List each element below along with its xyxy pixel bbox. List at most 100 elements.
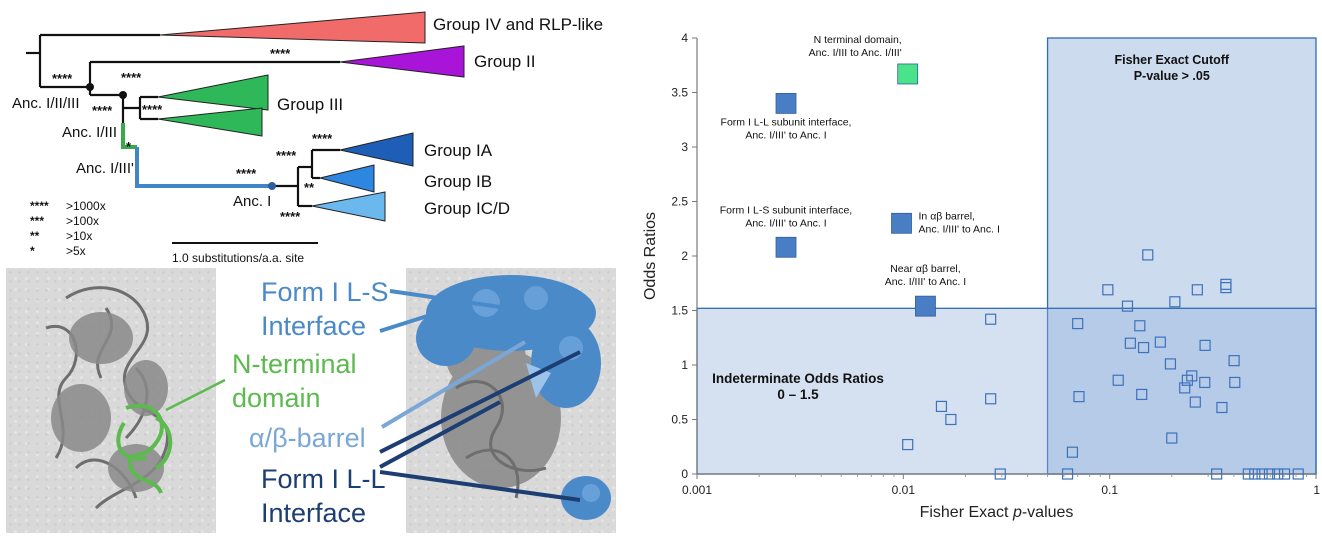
highlighted-point-label: Form I L-L subunit interface, (721, 116, 852, 128)
highlighted-point (775, 93, 797, 114)
data-point (1272, 468, 1284, 480)
label-line: Form I L-L (261, 464, 386, 494)
green-branch (121, 123, 137, 149)
label-n-terminal: N-terminal domain (232, 347, 357, 415)
region-title: Indeterminate Odds Ratios (712, 371, 884, 386)
data-point (1278, 468, 1291, 480)
region-subtitle: P-value > .05 (1134, 69, 1210, 83)
support-mark: **** (142, 102, 163, 117)
data-point (1136, 388, 1148, 401)
data-point (1211, 468, 1223, 480)
y-axis-label: Odds Ratios (642, 212, 659, 300)
x-tick-label: 1 (1313, 483, 1320, 497)
group-label: Group IV and RLP-like (433, 15, 603, 34)
y-tick-label: 2.5 (671, 195, 688, 209)
data-point (1179, 382, 1191, 394)
y-tick-label: 0 (681, 467, 688, 481)
clade-group-iii-upper (157, 74, 269, 111)
data-point (1242, 468, 1254, 480)
clade-group-iv (159, 11, 426, 44)
legend-text: >100x (66, 214, 99, 228)
data-point (1228, 355, 1240, 367)
highlighted-point (897, 63, 919, 85)
x-tick-label: 0.1 (1101, 483, 1118, 497)
structure-leader-lines (165, 289, 581, 502)
legend-stars: ** (30, 229, 40, 243)
structure-image-left (6, 268, 216, 533)
data-point (1169, 296, 1181, 308)
odds-ratio-scatter-chart: 0 0.5 1 1.5 2 2.5 3 3.5 4 0.001 0.01 0.1 1 Fisher Exa… (642, 31, 1320, 521)
data-point (985, 393, 997, 405)
support-mark: **** (92, 103, 113, 118)
region-fisher-cutoff (1046, 37, 1317, 475)
support-mark: **** (280, 209, 301, 224)
y-tick-label: 1.5 (671, 304, 688, 318)
node-anc-i-iii (119, 91, 127, 99)
data-point (1102, 284, 1114, 296)
clade-group-ii (339, 45, 465, 78)
label-line: Form I L-S (261, 277, 389, 307)
group-label: Group III (277, 95, 343, 114)
group-label: Group IC/D (424, 199, 510, 218)
x-tick-label: 0.001 (682, 483, 712, 497)
support-mark: **** (121, 70, 142, 85)
data-point (1121, 300, 1134, 312)
label-ab-barrel: α/β-barrel (249, 421, 366, 455)
data-point (1124, 337, 1136, 349)
scale-bar-label: 1.0 substitutions/a.a. site (172, 251, 304, 262)
support-mark: **** (312, 131, 333, 146)
support-mark: ** (304, 180, 315, 195)
protein-cartoon-left (45, 286, 173, 510)
region-title: Fisher Exact Cutoff (1114, 53, 1229, 67)
data-point (1229, 376, 1241, 389)
region-indeterminate-odds (696, 307, 1317, 475)
data-point (1164, 358, 1177, 370)
data-point (1189, 396, 1201, 408)
data-point (1061, 468, 1074, 480)
legend-text: >1000x (66, 199, 106, 213)
node-label: Anc. I (233, 193, 271, 210)
support-mark: **** (270, 46, 291, 61)
blue-branch (135, 147, 272, 188)
highlighted-point (775, 236, 797, 258)
data-point (1256, 468, 1268, 480)
structure-panels: Form I L-S Interface N-terminal domain α… (0, 262, 630, 535)
highlighted-point-label: In αβ barrel, (919, 210, 975, 222)
label-line: Interface (261, 498, 367, 528)
clade-group-ib (319, 164, 375, 193)
data-point (1191, 284, 1203, 296)
data-point (935, 400, 948, 413)
legend-stars: * (30, 244, 35, 258)
data-point (1072, 317, 1084, 330)
group-label: Group IB (424, 172, 492, 191)
node-label: Anc. I/III (62, 124, 117, 141)
highlighted-point-label: Form I L-S subunit interface, (720, 204, 852, 216)
y-tick-label: 0.5 (671, 413, 688, 427)
x-tick-label: 0.01 (892, 483, 916, 497)
support-mark: * (126, 139, 132, 154)
legend-text: >10x (66, 229, 92, 243)
y-tick-label: 2 (681, 249, 688, 263)
data-point (1199, 376, 1211, 389)
label-line: Interface (261, 311, 367, 341)
legend-stars: **** (30, 199, 49, 213)
data-point (1112, 374, 1124, 386)
legend-text: >5x (66, 244, 86, 258)
highlighted-point-label: Anc. I/III' to Anc. I (919, 223, 1000, 235)
data-point (1142, 249, 1154, 261)
data-point (1073, 391, 1085, 403)
highlighted-point-label: Anc. I/III' to Anc. I (885, 276, 966, 288)
highlighted-point-label: N terminal domain, (814, 34, 902, 46)
protein-surface-right (416, 275, 611, 520)
group-label: Group IA (424, 141, 493, 160)
highlighted-point-label: Near αβ barrel, (890, 263, 960, 275)
data-point (1249, 468, 1261, 480)
highlighted-point (891, 212, 912, 234)
x-axis-label: Fisher Exact p-values (920, 504, 1074, 521)
legend-stars: *** (30, 214, 44, 228)
region-subtitle: 0 – 1.5 (777, 387, 819, 402)
y-tick-label: 3.5 (671, 86, 688, 100)
y-tick-label: 3 (681, 140, 688, 154)
support-mark: **** (52, 71, 73, 86)
clade-group-iii-lower (157, 107, 263, 137)
